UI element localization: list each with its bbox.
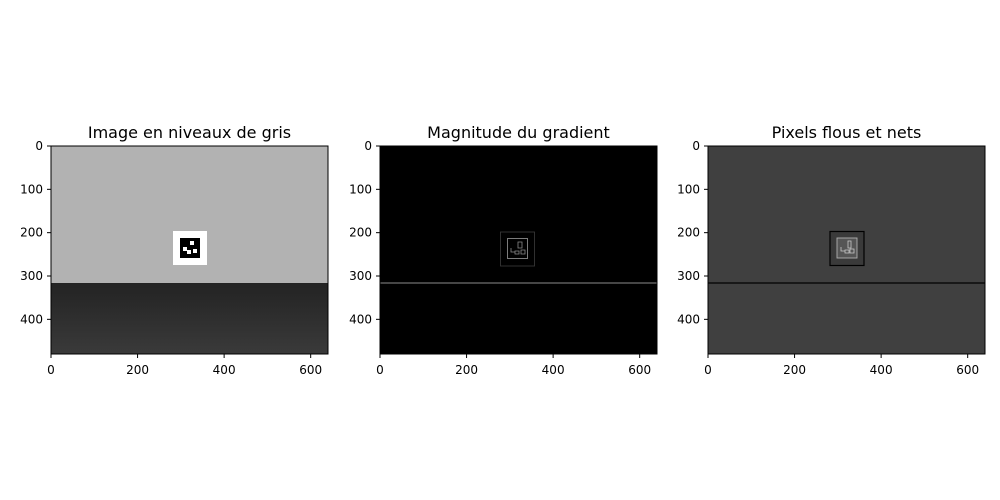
x-tick-label: 600: [956, 363, 979, 377]
y-tick-label: 400: [20, 312, 43, 326]
x-tick-label: 200: [783, 363, 806, 377]
fiducial-marker: [173, 231, 207, 265]
y-tick-label: 100: [349, 182, 372, 196]
x-tick-label: 200: [455, 363, 478, 377]
axes-frame: [379, 145, 658, 355]
x-tick-label: 200: [126, 363, 149, 377]
y-tick-label: 400: [677, 312, 700, 326]
x-tick-label: 400: [870, 363, 893, 377]
marker-region: [829, 230, 865, 267]
axes-frame: [707, 145, 986, 355]
y-tick-label: 300: [349, 269, 372, 283]
y-tick-label: 0: [35, 139, 43, 153]
y-axis-ticks: 0 100 200 300 400: [20, 139, 51, 326]
y-tick-label: 100: [677, 182, 700, 196]
image-lower-region: [51, 283, 328, 354]
x-axis-ticks: 0 200 400 600: [376, 354, 651, 377]
x-tick-label: 0: [704, 363, 712, 377]
x-axis-ticks: 0 200 400 600: [704, 354, 979, 377]
panel-gradient: Magnitude du gradient 0 200 400 600 0 100 200…: [349, 123, 658, 377]
x-tick-label: 400: [542, 363, 565, 377]
x-axis-ticks: 0 200 400 600: [47, 354, 322, 377]
y-tick-label: 0: [692, 139, 700, 153]
x-tick-label: 0: [47, 363, 55, 377]
panel-title: Pixels flous et nets: [772, 123, 922, 142]
image-background: [380, 146, 657, 354]
y-tick-label: 100: [20, 182, 43, 196]
x-tick-label: 600: [628, 363, 651, 377]
y-tick-label: 400: [349, 312, 372, 326]
y-tick-label: 200: [677, 226, 700, 240]
x-tick-label: 400: [213, 363, 236, 377]
y-axis-ticks: 0 100 200 300 400: [677, 139, 708, 326]
marker-edges: [500, 231, 535, 267]
y-tick-label: 300: [20, 269, 43, 283]
panel-blur-sharp: Pixels flous et nets 0 200 400 600 0 100 200 3…: [677, 123, 986, 377]
y-tick-label: 200: [349, 226, 372, 240]
x-tick-label: 0: [376, 363, 384, 377]
panel-grayscale: Image en niveaux de gris 0 200 400 600 0 100…: [20, 123, 329, 377]
panel-title: Magnitude du gradient: [427, 123, 610, 142]
y-tick-label: 0: [364, 139, 372, 153]
axes-frame: [50, 145, 329, 355]
panel-title: Image en niveaux de gris: [88, 123, 291, 142]
y-axis-ticks: 0 100 200 300 400: [349, 139, 380, 326]
y-tick-label: 300: [677, 269, 700, 283]
x-tick-label: 600: [299, 363, 322, 377]
y-tick-label: 200: [20, 226, 43, 240]
